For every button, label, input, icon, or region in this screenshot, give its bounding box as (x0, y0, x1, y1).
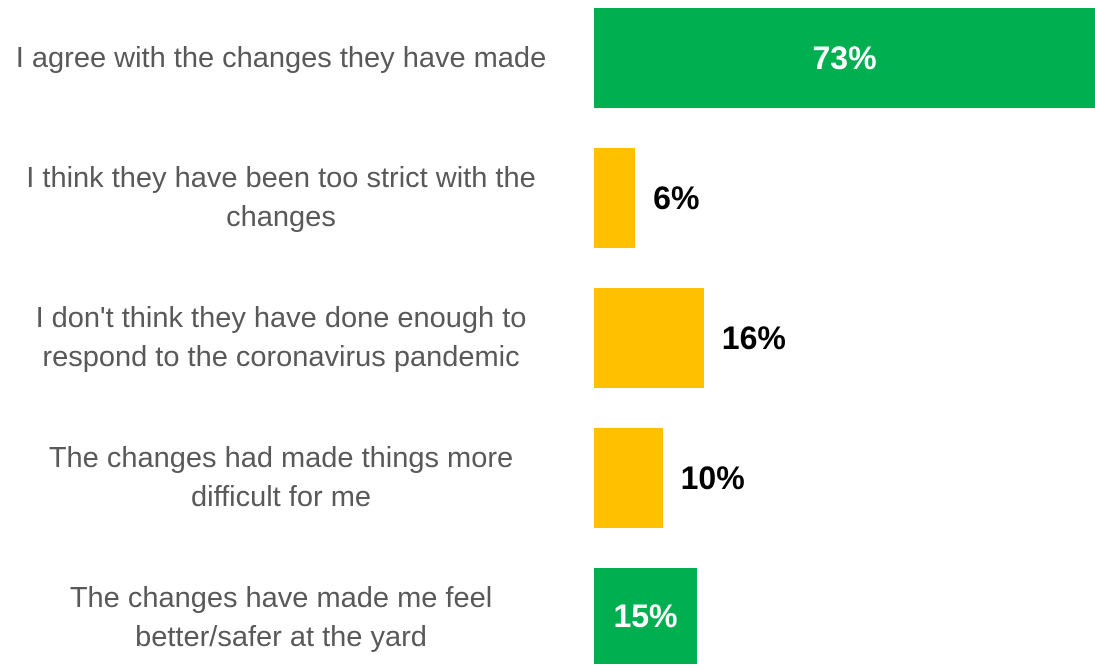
bar (594, 428, 663, 528)
bar (594, 148, 636, 248)
category-label: The changes had made things more difficu… (48, 442, 514, 513)
category-label: I don't think they have done enough to r… (35, 302, 527, 373)
bar (594, 288, 704, 388)
value-label: 15% (613, 597, 678, 634)
value-label: 16% (721, 319, 786, 356)
bar (594, 8, 1095, 108)
category-label: I agree with the changes they have made (15, 41, 547, 74)
category-label: I think they have been too strict with t… (26, 162, 536, 233)
value-label: 73% (812, 39, 877, 76)
category-label: The changes have made me feel better/saf… (69, 582, 493, 653)
value-label: 6% (653, 179, 700, 216)
bar (594, 568, 697, 664)
value-label: 10% (680, 459, 745, 496)
